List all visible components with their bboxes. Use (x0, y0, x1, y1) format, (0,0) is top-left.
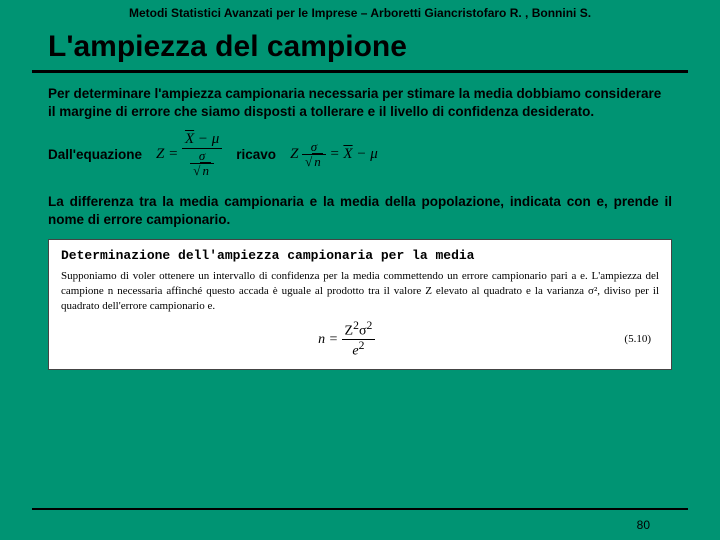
equation-1: Z = X − μ σ n (156, 131, 222, 178)
eq-label-left: Dall'equazione (48, 147, 142, 162)
paragraph-1: Per determinare l'ampiezza campionaria n… (0, 77, 720, 121)
equation-2: Z σ n = X − μ (290, 140, 378, 170)
page-title: L'ampiezza del campione (0, 24, 720, 70)
page-number: 80 (637, 518, 650, 532)
formula-box-equation: n = Z2σ2 e2 (69, 320, 624, 359)
equation-number: (5.10) (624, 333, 651, 345)
course-header: Metodi Statistici Avanzati per le Impres… (0, 0, 720, 24)
eq-label-mid: ricavo (236, 147, 276, 162)
paragraph-2: La differenza tra la media campionaria e… (0, 185, 720, 229)
formula-box-title: Determinazione dell'ampiezza campionaria… (61, 248, 659, 263)
footer-divider (32, 508, 688, 510)
formula-box-body: Supponiamo di voler ottenere un interval… (61, 269, 659, 314)
equation-row: Dall'equazione Z = X − μ σ n ricavo Z σ … (0, 121, 720, 184)
title-divider (32, 70, 688, 73)
formula-box: Determinazione dell'ampiezza campionaria… (48, 239, 672, 370)
